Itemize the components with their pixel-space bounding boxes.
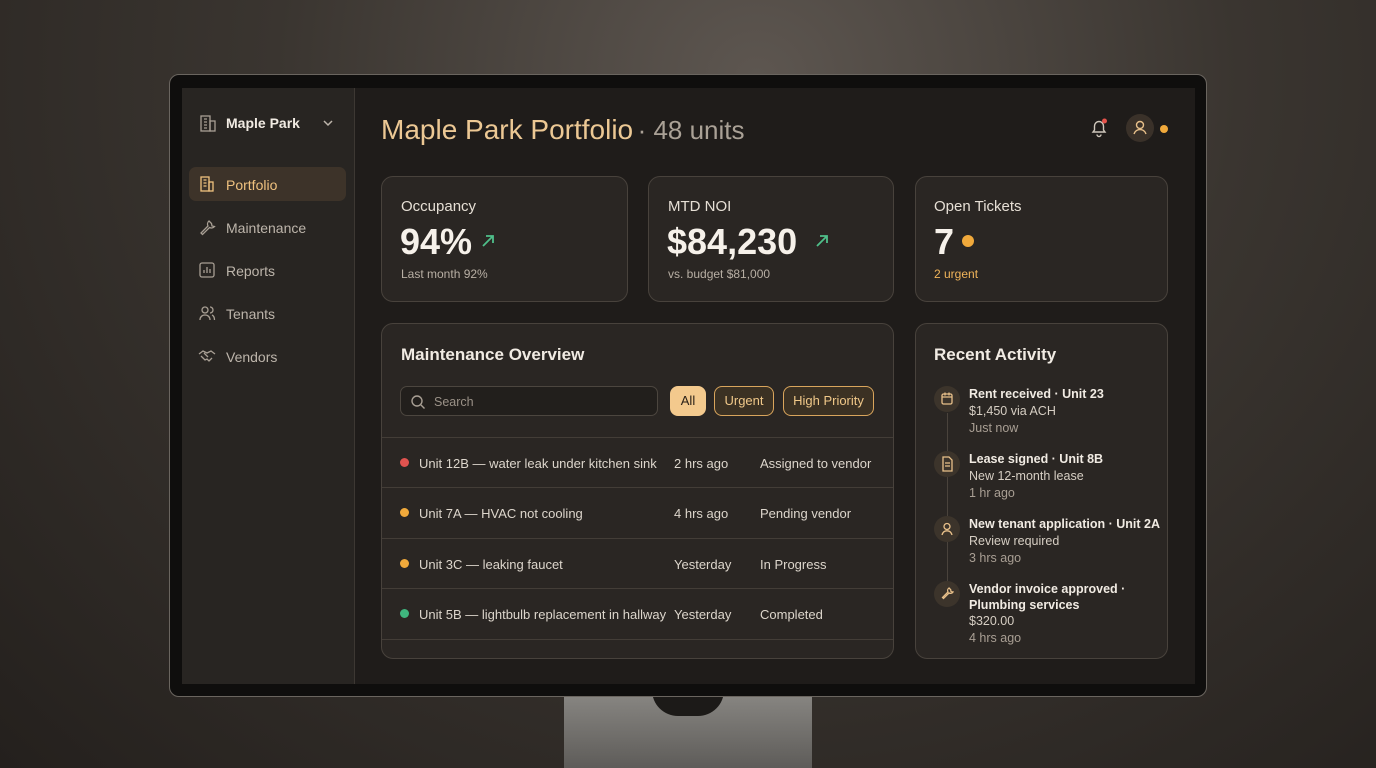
activity-title: Lease signed · Unit 8B bbox=[969, 452, 1104, 466]
activity-time: 4 hrs ago bbox=[969, 631, 1022, 645]
ticket-time: 2 hrs ago bbox=[674, 456, 729, 471]
ticket-title: Unit 3C — leaking faucet bbox=[419, 557, 563, 572]
priority-dot bbox=[400, 458, 409, 467]
nav-item[interactable]: Reports bbox=[189, 253, 346, 287]
activity-title: New tenant application · Unit 2A bbox=[969, 517, 1160, 531]
activity-time: 1 hr ago bbox=[969, 486, 1015, 500]
kpi-label: MTD NOI bbox=[668, 198, 732, 215]
page-title: Maple Park Portfolio bbox=[381, 114, 634, 145]
activity-detail: Review required bbox=[969, 534, 1060, 548]
activity-detail: $320.00 bbox=[969, 614, 1015, 628]
kpi-note: 2 urgent bbox=[934, 267, 979, 281]
avatar-icon bbox=[1133, 120, 1147, 135]
timeline-line bbox=[947, 413, 948, 583]
ticket-time: Yesterday bbox=[674, 607, 732, 622]
building-icon bbox=[200, 115, 216, 132]
nav-icon bbox=[199, 306, 216, 321]
search-icon bbox=[411, 395, 425, 409]
kpi-card bbox=[648, 176, 894, 302]
nav-label: Portfolio bbox=[226, 177, 278, 193]
ticket-row[interactable]: Unit 12B — water leak under kitchen sink… bbox=[382, 437, 893, 488]
activity-title: Rent received · Unit 23 bbox=[969, 387, 1104, 401]
activity-card bbox=[915, 323, 1168, 659]
activity-detail: $1,450 via ACH bbox=[969, 404, 1056, 418]
ticket-title: Unit 7A — HVAC not cooling bbox=[419, 506, 583, 521]
trend-up-icon bbox=[482, 235, 494, 247]
activity-detail: New 12-month lease bbox=[969, 469, 1084, 483]
priority-dot bbox=[400, 559, 409, 568]
ticket-time: 4 hrs ago bbox=[674, 506, 729, 521]
trend-up-icon bbox=[816, 235, 828, 247]
nav-icon bbox=[199, 262, 215, 278]
filter-button[interactable]: All bbox=[670, 386, 706, 416]
kpi-note: vs. budget $81,000 bbox=[668, 267, 771, 281]
activity-icon bbox=[934, 386, 960, 412]
nav-label: Reports bbox=[226, 263, 276, 279]
nav-icon bbox=[198, 350, 216, 362]
ticket-title: Unit 5B — lightbulb replacement in hallw… bbox=[419, 607, 667, 622]
ticket-row[interactable]: Unit 5B — lightbulb replacement in hallw… bbox=[382, 588, 893, 640]
section-title: Recent Activity bbox=[934, 345, 1057, 364]
user-avatar[interactable] bbox=[1126, 114, 1154, 142]
filter-button[interactable]: High Priority bbox=[783, 386, 874, 416]
ticket-title: Unit 12B — water leak under kitchen sink bbox=[419, 456, 657, 471]
search-input[interactable]: Search bbox=[400, 386, 658, 416]
filter-button[interactable]: Urgent bbox=[714, 386, 774, 416]
page-header: Maple Park Portfolio · 48 units bbox=[381, 114, 745, 146]
kpi-card bbox=[381, 176, 628, 302]
section-title: Maintenance Overview bbox=[401, 345, 585, 364]
ticket-row[interactable]: Unit 3C — leaking faucet Yesterday In Pr… bbox=[382, 538, 893, 589]
activity-title: Vendor invoice approved · Plumbing servi… bbox=[969, 582, 1126, 612]
search-placeholder: Search bbox=[434, 395, 474, 409]
activity-icon bbox=[934, 451, 960, 477]
kpi-value: 7 bbox=[934, 221, 955, 262]
activity-time: 3 hrs ago bbox=[969, 551, 1022, 565]
ticket-status: Completed bbox=[760, 607, 823, 622]
nav-item[interactable]: Portfolio bbox=[189, 167, 346, 201]
maintenance-card bbox=[381, 323, 894, 659]
status-dot bbox=[1160, 125, 1168, 133]
priority-dot bbox=[400, 609, 409, 618]
page-subtitle: · 48 units bbox=[637, 115, 745, 145]
kpi-label: Occupancy bbox=[401, 198, 477, 215]
kpi-note: Last month 92% bbox=[401, 267, 488, 281]
alert-dot bbox=[962, 235, 974, 247]
nav-item[interactable]: Tenants bbox=[189, 296, 346, 330]
notifications-button[interactable] bbox=[1088, 117, 1110, 139]
kpi-card bbox=[915, 176, 1168, 302]
activity-time: Just now bbox=[969, 421, 1019, 435]
property-dropdown[interactable] bbox=[322, 117, 334, 129]
kpi-value: $84,230 bbox=[667, 221, 798, 262]
nav-label: Tenants bbox=[226, 306, 276, 322]
nav-icon bbox=[200, 176, 214, 192]
ticket-status: In Progress bbox=[760, 557, 827, 572]
ticket-time: Yesterday bbox=[674, 557, 732, 572]
ticket-status: Assigned to vendor bbox=[760, 456, 872, 471]
ticket-row[interactable]: Unit 7A — HVAC not cooling 4 hrs ago Pen… bbox=[382, 487, 893, 538]
nav-label: Vendors bbox=[226, 349, 278, 365]
priority-dot bbox=[400, 508, 409, 517]
nav-label: Maintenance bbox=[226, 220, 307, 236]
ticket-status: Pending vendor bbox=[760, 506, 852, 521]
activity-icon bbox=[934, 581, 960, 607]
nav-item[interactable]: Maintenance bbox=[189, 210, 346, 244]
kpi-value: 94% bbox=[400, 221, 473, 262]
property-name[interactable]: Maple Park bbox=[226, 115, 300, 131]
activity-icon bbox=[934, 516, 960, 542]
nav-icon bbox=[200, 220, 216, 236]
kpi-label: Open Tickets bbox=[934, 198, 1022, 215]
nav-item[interactable]: Vendors bbox=[189, 339, 346, 373]
